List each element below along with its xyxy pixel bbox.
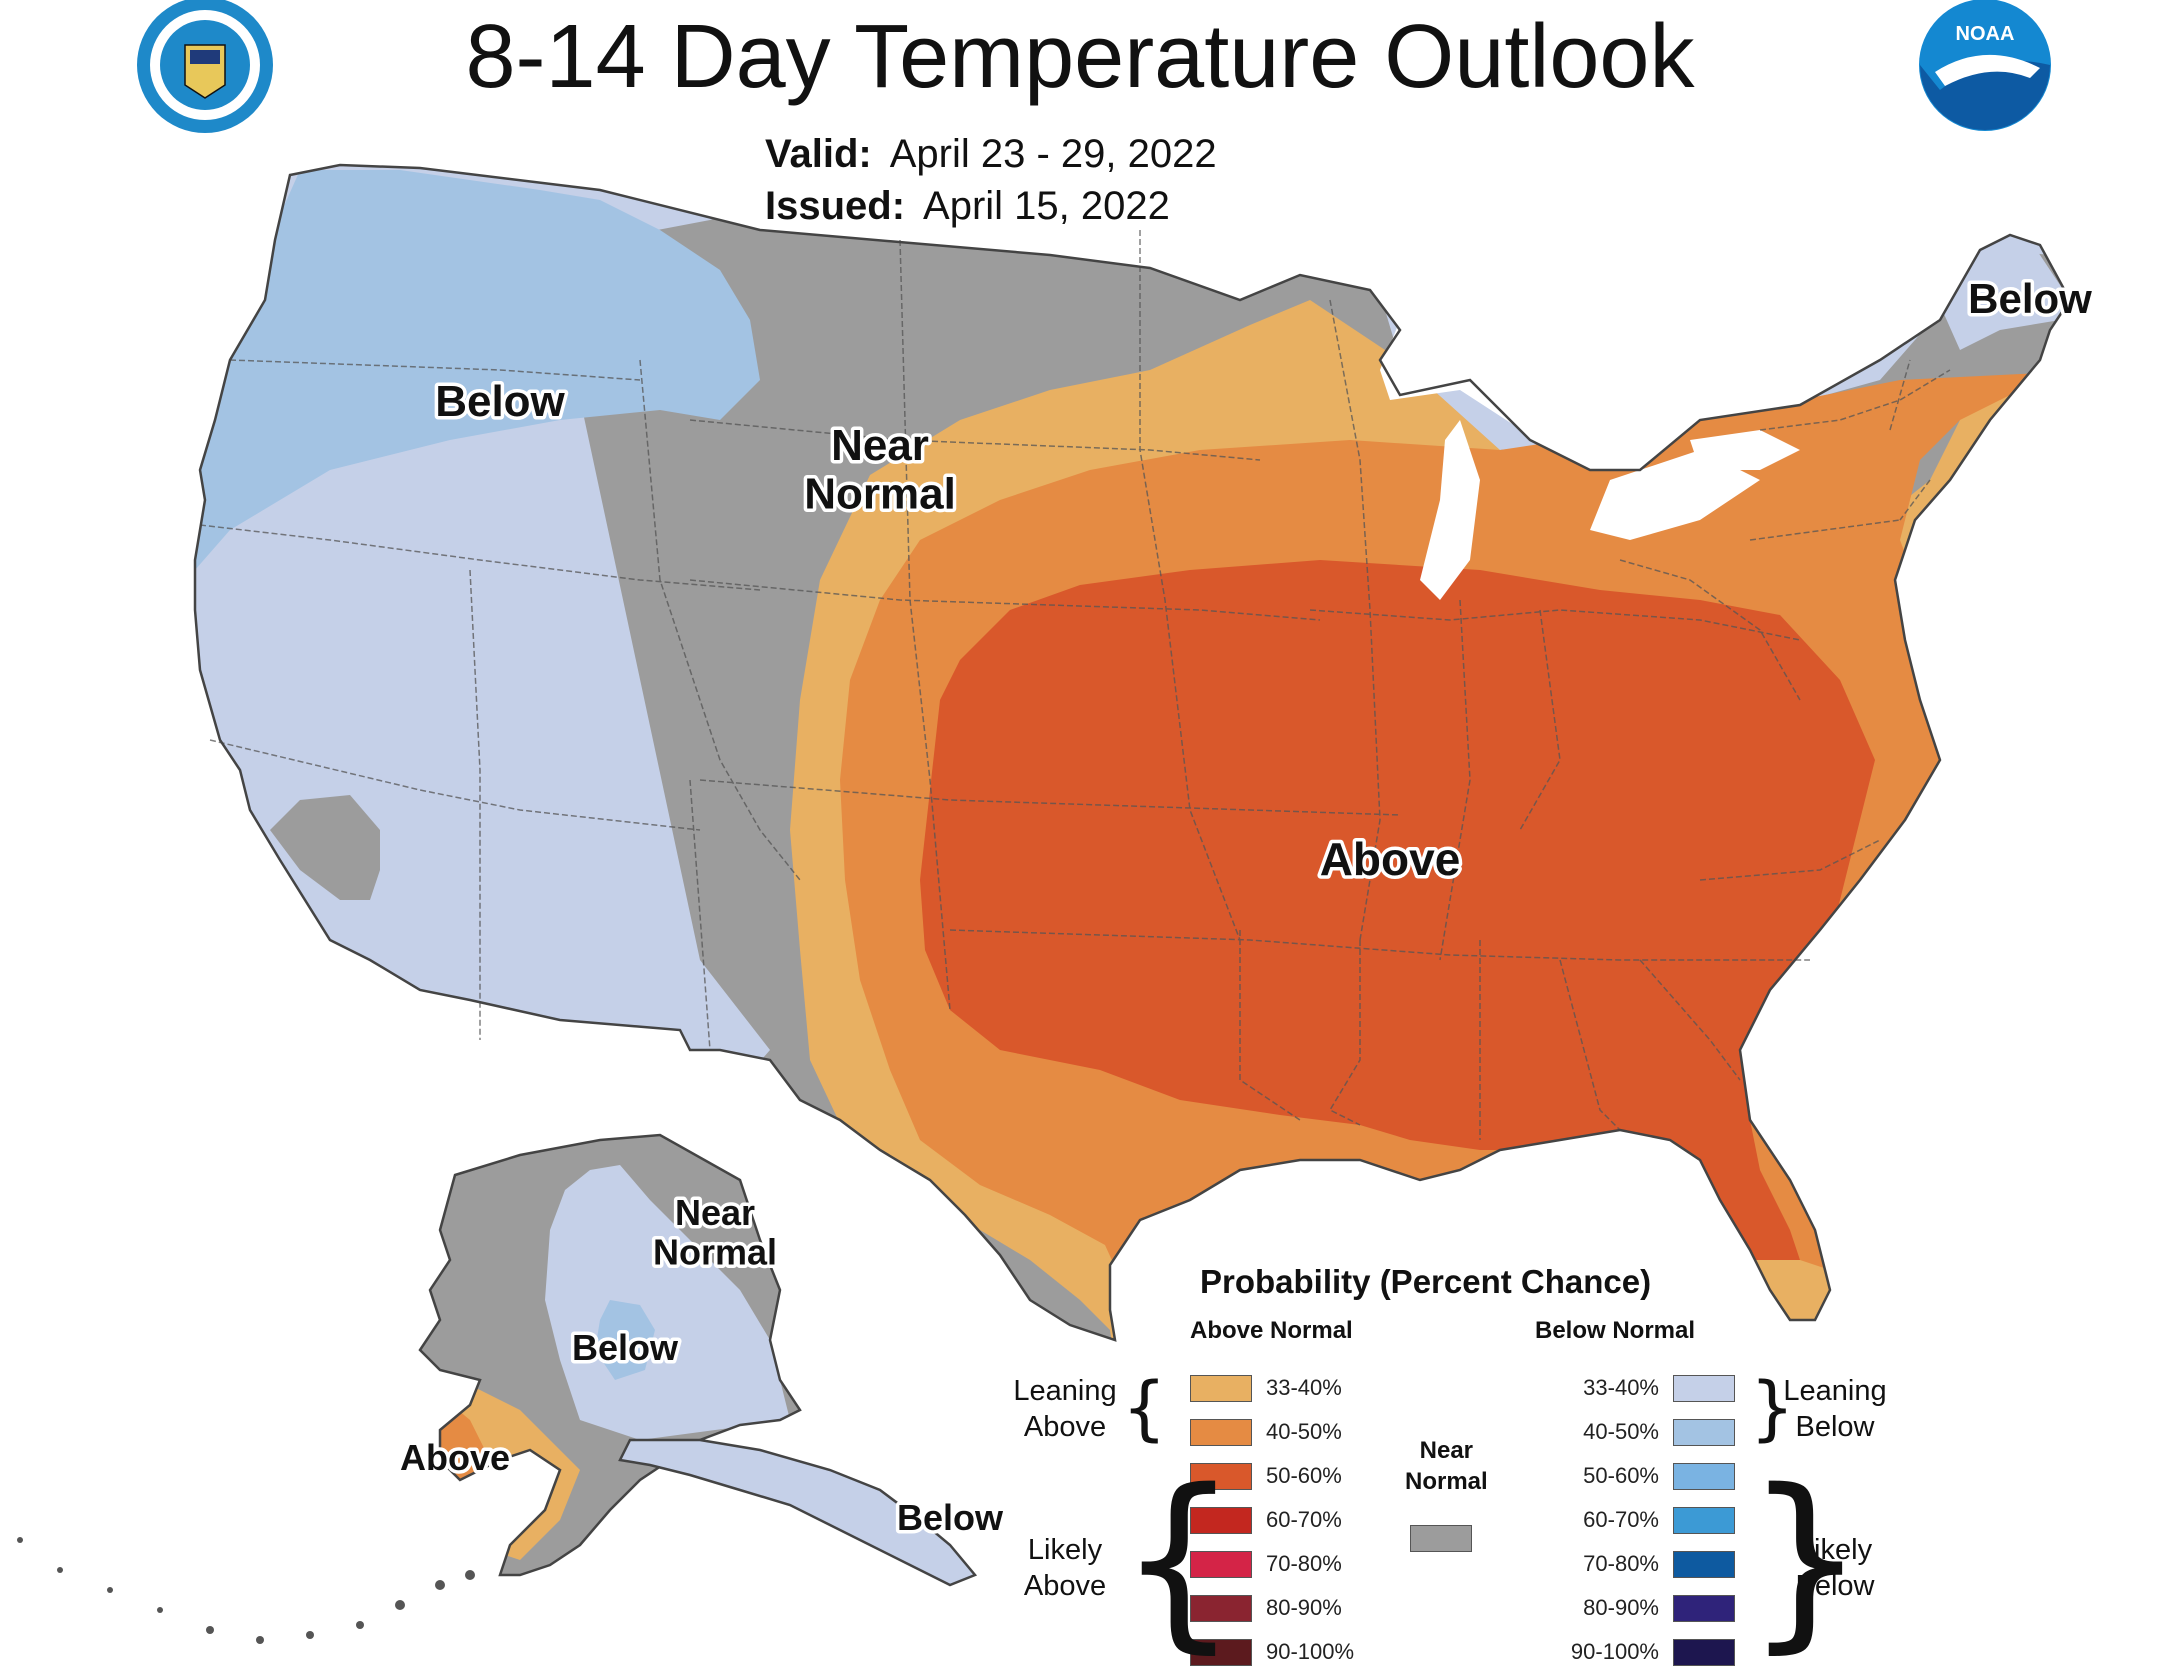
above-legend-entry: 40-50% — [1190, 1417, 1342, 1447]
above-legend-swatch — [1190, 1594, 1252, 1622]
conus-outline — [193, 163, 2072, 1342]
noaa-logo: NOAA — [1919, 0, 2051, 131]
commerce-seal-logo — [137, 0, 273, 133]
conus-map — [193, 163, 2072, 1342]
below-legend-entry: 50-60% — [1535, 1461, 1735, 1491]
issued-label: Issued: — [765, 184, 906, 228]
map-title: 8-14 Day Temperature Outlook — [465, 7, 1695, 107]
below-legend-range: 70-80% — [1583, 1551, 1659, 1576]
below-legend-range: 90-100% — [1570, 1639, 1659, 1664]
lake-huron — [1540, 330, 1620, 420]
above-legend-range: 70-80% — [1266, 1551, 1342, 1576]
alaska-below-40-50-shade — [595, 1300, 655, 1380]
above-legend-range: 90-100% — [1266, 1639, 1355, 1664]
likely-above-brace: { — [1118, 1449, 1239, 1670]
region-label-maine-below: Below — [1968, 275, 2092, 322]
above-legend-range: 50-60% — [1266, 1463, 1342, 1488]
below-legend-range: 50-60% — [1583, 1463, 1659, 1488]
above-legend-entry: 33-40% — [1190, 1373, 1342, 1403]
below-leaning-40-50-northwest — [195, 170, 760, 570]
valid-line: Valid: April 23 - 29, 2022 — [765, 128, 1217, 180]
above-legend-range: 33-40% — [1266, 1375, 1342, 1400]
probability-legend: Probability (Percent Chance) Above Norma… — [990, 1255, 2140, 1670]
above-legend-range: 80-90% — [1266, 1595, 1342, 1620]
likely-below-label: Likely Below — [1795, 1534, 1875, 1602]
region-label-central-above: Above — [1320, 833, 1461, 885]
below-legend-entry: 90-100% — [1535, 1637, 1735, 1667]
valid-issued-block: Valid: April 23 - 29, 2022 Issued: April 1… — [765, 128, 1217, 232]
below-legend-swatch — [1673, 1506, 1735, 1534]
region-label-northwest-below: Below — [435, 377, 565, 426]
alaska-panhandle-outline — [618, 1438, 978, 1587]
alaska-below-leaning-shade — [545, 1165, 790, 1440]
region-labels: Below Near Normal Above Below Near Normal … — [396, 272, 2095, 1542]
above-legend-entry: 70-80% — [1190, 1549, 1342, 1579]
region-label-panhandle-below: Below — [897, 1497, 1004, 1538]
aleutian-islands — [17, 1537, 475, 1644]
lake-ontario — [1690, 430, 1800, 470]
above-legend-swatch — [1190, 1550, 1252, 1578]
region-label-alaska-above: Above — [400, 1437, 510, 1478]
above-legend-entry: 80-90% — [1190, 1593, 1342, 1623]
legend-below-header: Below Normal — [1535, 1317, 1696, 1344]
leaning-below-brace: } — [1750, 1367, 1795, 1449]
above-likely-50-60-shade — [920, 560, 1875, 1260]
below-legend-range: 40-50% — [1583, 1419, 1659, 1444]
below-legend-entry: 70-80% — [1535, 1549, 1735, 1579]
below-legend-entry: 60-70% — [1535, 1505, 1735, 1535]
above-legend-swatch — [1190, 1506, 1252, 1534]
above-legend-entry: 90-100% — [1190, 1637, 1354, 1667]
below-legend-entry: 80-90% — [1535, 1593, 1735, 1623]
above-legend-range: 40-50% — [1266, 1419, 1342, 1444]
noaa-logo-text: NOAA — [1956, 23, 2015, 45]
alaska-map — [17, 1133, 978, 1644]
below-legend-entry: 40-50% — [1535, 1417, 1735, 1447]
state-boundaries — [199, 230, 1951, 1140]
above-legend-entry: 60-70% — [1190, 1505, 1342, 1535]
lake-michigan — [1420, 420, 1480, 600]
legend-above-header: Above Normal — [1190, 1317, 1353, 1344]
below-legend-swatch — [1673, 1418, 1735, 1446]
issued-line: Issued: April 15, 2022 — [765, 180, 1217, 232]
below-legend-range: 33-40% — [1583, 1375, 1659, 1400]
below-legend-range: 60-70% — [1583, 1507, 1659, 1532]
likely-above-label: Likely Above — [1023, 1534, 1107, 1602]
above-legend-swatch — [1190, 1462, 1252, 1490]
below-legend-swatch — [1673, 1374, 1735, 1402]
below-legend-swatch — [1673, 1638, 1735, 1666]
valid-value: April 23 - 29, 2022 — [889, 132, 1217, 176]
below-legend-entry: 33-40% — [1535, 1373, 1735, 1403]
below-legend-range: 80-90% — [1583, 1595, 1659, 1620]
alaska-outline — [418, 1133, 802, 1577]
leaning-above-label: Leaning Above — [1013, 1375, 1117, 1443]
above-legend-range: 60-70% — [1266, 1507, 1342, 1532]
region-label-plains-near-normal: Near Normal — [804, 421, 956, 518]
lake-erie — [1590, 450, 1760, 540]
below-legend-swatch — [1673, 1594, 1735, 1622]
leaning-below-label: Leaning Below — [1783, 1375, 1887, 1443]
near-normal-legend-label: Near Normal — [1405, 1437, 1488, 1495]
region-label-alaska-below: Below — [572, 1327, 679, 1368]
leaning-above-brace: { — [1122, 1367, 1167, 1449]
canada-blank — [1290, 165, 1430, 270]
below-legend-swatch — [1673, 1462, 1735, 1490]
above-legend-entry: 50-60% — [1190, 1461, 1342, 1491]
likely-below-brace: } — [1745, 1449, 1866, 1670]
above-legend-swatch — [1190, 1418, 1252, 1446]
above-legend-swatch — [1190, 1374, 1252, 1402]
valid-label: Valid: — [765, 132, 872, 176]
near-normal-legend-swatch — [1410, 1525, 1472, 1552]
socal-near-normal — [270, 795, 380, 900]
issued-value: April 15, 2022 — [923, 184, 1170, 228]
legend-title: Probability (Percent Chance) — [1200, 1263, 1652, 1300]
below-legend-swatch — [1673, 1550, 1735, 1578]
region-label-alaska-near-normal: Near Normal — [653, 1192, 777, 1273]
